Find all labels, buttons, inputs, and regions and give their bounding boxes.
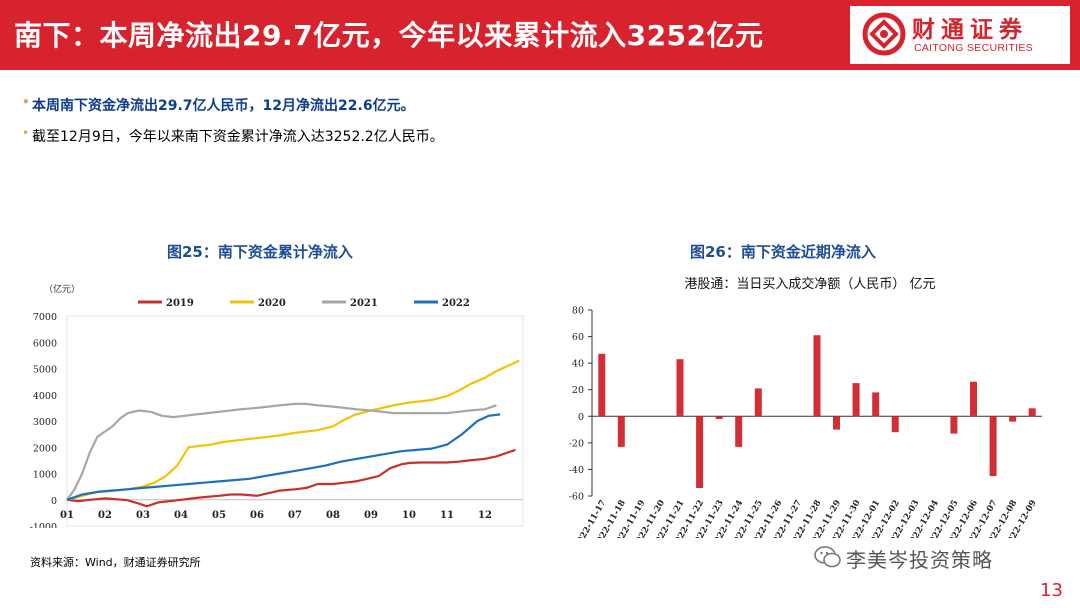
bar-2022-11-23 bbox=[715, 416, 723, 419]
x-tick-label: 08 bbox=[326, 510, 340, 521]
legend-label-2020: 2020 bbox=[258, 298, 286, 309]
y-axis-label: （亿元） bbox=[44, 283, 80, 295]
chart26-daily-bar-chart: 港股通：当日买入成交净额（人民币） 亿元-60-40-2002040608020… bbox=[569, 276, 1042, 538]
bar-2022-11-17 bbox=[598, 353, 606, 417]
source-note: 资料来源：Wind，财通证券研究所 bbox=[30, 556, 201, 569]
legend-label-2019: 2019 bbox=[166, 298, 194, 309]
chart26-subtitle: 港股通：当日买入成交净额（人民币） 亿元 bbox=[684, 276, 935, 292]
bar-2022-12-01 bbox=[872, 392, 880, 417]
y-tick-label: 0 bbox=[51, 496, 57, 507]
bullet-2-text: 截至12月9日，今年以来南下资金累计净流入达3252.2亿人民币。 bbox=[32, 129, 444, 145]
y-tick-label: 2000 bbox=[33, 443, 57, 454]
series-line-2020 bbox=[66, 359, 520, 501]
y-tick-label: 4000 bbox=[33, 391, 57, 402]
x-tick-label: 04 bbox=[174, 510, 188, 521]
y-tick-label: 0 bbox=[578, 412, 584, 423]
logo-cn: 财通证券 bbox=[912, 17, 1028, 43]
x-tick-label: 05 bbox=[212, 510, 226, 521]
y-tick-label: 5000 bbox=[33, 365, 57, 376]
x-tick-label: 12 bbox=[478, 510, 492, 521]
x-tick-label: 06 bbox=[250, 510, 264, 521]
bar-2022-11-25 bbox=[754, 388, 762, 417]
wechat-icon bbox=[814, 546, 841, 568]
y-tick-label: 3000 bbox=[33, 417, 57, 428]
y-tick-label: -40 bbox=[569, 465, 584, 476]
y-tick-label: 80 bbox=[572, 306, 584, 317]
logo-en: CAITONG SECURITIES bbox=[914, 42, 1033, 54]
x-tick-label: 07 bbox=[288, 510, 302, 521]
bar-2022-11-28 bbox=[813, 335, 821, 417]
bar-2022-11-18 bbox=[617, 416, 625, 447]
plot-frame bbox=[66, 315, 524, 527]
bar-2022-12-07 bbox=[989, 416, 997, 477]
chart25-title: 图25：南下资金累计净流入 bbox=[167, 243, 353, 261]
series-line-2022 bbox=[66, 413, 501, 501]
bar-2022-12-02 bbox=[891, 416, 899, 433]
chart26-title: 图26：南下资金近期净流入 bbox=[690, 243, 876, 261]
y-tick-label: 60 bbox=[572, 332, 584, 343]
bar-2022-12-09 bbox=[1028, 408, 1036, 417]
bullet-1-text: 本周南下资金净流出29.7亿人民币，12月净流出22.6亿元。 bbox=[32, 98, 415, 114]
series-line-2021 bbox=[66, 402, 497, 501]
series-line-2019 bbox=[66, 448, 516, 508]
legend-label-2022: 2022 bbox=[442, 298, 470, 309]
page-title: 南下：本周净流出29.7亿元，今年以来累计流入3252亿元 bbox=[14, 19, 764, 52]
y-tick-label: 7000 bbox=[33, 312, 57, 323]
caitong-logo-icon bbox=[862, 12, 906, 56]
bullet-2: • 截至12月9日，今年以来南下资金累计净流入达3252.2亿人民币。 bbox=[22, 126, 444, 146]
bar-2022-12-05 bbox=[950, 416, 958, 434]
bullet-dot-icon: • bbox=[22, 95, 30, 109]
bar-2022-12-08 bbox=[1009, 416, 1017, 422]
bar-2022-11-22 bbox=[696, 416, 704, 488]
bar-2022-12-06 bbox=[970, 381, 977, 417]
x-tick-label: 11 bbox=[440, 510, 454, 521]
bar-2022-11-21 bbox=[676, 359, 684, 417]
bar-2022-11-24 bbox=[735, 416, 743, 447]
page-number: 13 bbox=[1040, 580, 1063, 601]
x-tick-label: 09 bbox=[364, 510, 378, 521]
y-tick-label: 6000 bbox=[33, 338, 57, 349]
watermark-text: 李美岑投资策略 bbox=[846, 548, 993, 572]
bullet-dot-icon: • bbox=[22, 126, 30, 140]
bullet-1: • 本周南下资金净流出29.7亿人民币，12月净流出22.6亿元。 bbox=[22, 95, 415, 115]
y-tick-label: -1000 bbox=[30, 522, 57, 528]
y-tick-label: -20 bbox=[569, 438, 584, 449]
y-tick-label: -60 bbox=[569, 492, 584, 503]
x-tick-label: 03 bbox=[136, 510, 150, 521]
y-tick-label: 1000 bbox=[33, 470, 57, 481]
bar-2022-11-29 bbox=[833, 416, 840, 430]
chart25-cumulative-line-chart: （亿元） -1000 0 1000 2000 3000 4000 5000 6000 7000 01… bbox=[30, 283, 524, 528]
y-tick-label: 40 bbox=[572, 359, 584, 370]
y-tick-label: 20 bbox=[572, 385, 584, 396]
x-tick-label: 02 bbox=[98, 510, 112, 521]
legend-label-2021: 2021 bbox=[350, 298, 378, 309]
x-tick-label: 01 bbox=[60, 510, 74, 521]
x-tick-label: 10 bbox=[402, 510, 416, 521]
bar-2022-11-30 bbox=[852, 383, 860, 417]
